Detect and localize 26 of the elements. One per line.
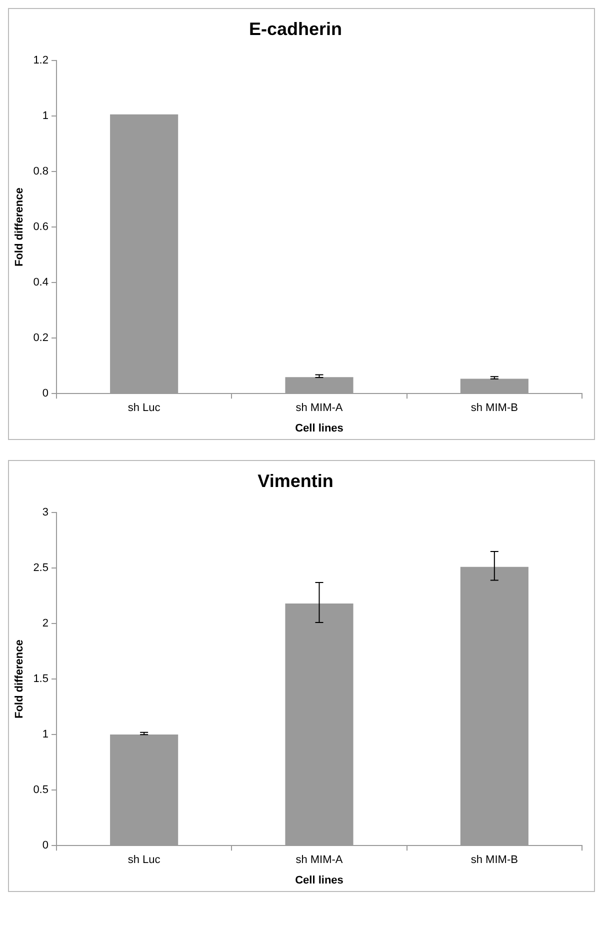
y-tick-label: 1: [42, 728, 48, 741]
x-axis-title: Cell lines: [295, 874, 344, 886]
x-tick-label: sh MIM-B: [470, 402, 518, 414]
chart-title: Vimentin: [258, 470, 334, 491]
y-tick-label: 2.5: [33, 562, 48, 574]
y-tick-label: 0: [42, 388, 48, 400]
y-tick-label: 0.4: [33, 276, 48, 289]
x-axis-title: Cell lines: [295, 422, 344, 434]
y-tick-label: 1: [42, 110, 48, 122]
chart-title: E-cadherin: [248, 18, 342, 39]
x-tick-label: sh Luc: [128, 854, 161, 866]
y-tick-label: 0.8: [33, 166, 48, 178]
y-tick-label: 0.5: [33, 784, 48, 796]
y-tick-label: 0.6: [33, 221, 48, 234]
x-tick-label: sh MIM-A: [296, 402, 344, 414]
y-tick-label: 2: [42, 618, 48, 630]
x-tick-label: sh MIM-A: [296, 854, 344, 866]
y-tick-label: 0: [42, 840, 48, 852]
x-tick-label: sh Luc: [128, 402, 161, 414]
y-tick-label: 0.2: [33, 332, 48, 344]
y-tick-label: 3: [42, 506, 48, 519]
y-tick-label: 1.2: [33, 54, 48, 67]
y-axis-title: Fold difference: [14, 188, 26, 267]
y-tick-label: 1.5: [33, 673, 48, 686]
x-tick-label: sh MIM-B: [470, 854, 518, 866]
y-axis-title: Fold difference: [14, 640, 26, 719]
